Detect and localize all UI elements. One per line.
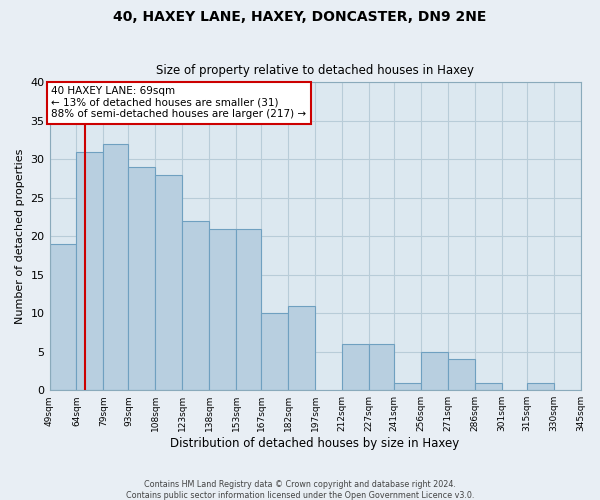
Bar (209, 228, 236, 390)
Bar (261, 313, 288, 390)
Bar (76, 152, 103, 390)
Bar (448, 360, 475, 390)
X-axis label: Distribution of detached houses by size in Haxey: Distribution of detached houses by size … (170, 437, 460, 450)
Bar (342, 344, 369, 390)
Bar (155, 174, 182, 390)
Bar (581, 382, 600, 390)
Bar (369, 344, 394, 390)
Bar (50, 244, 76, 390)
Bar (527, 382, 554, 390)
Bar (103, 144, 128, 390)
Bar (288, 306, 315, 390)
Y-axis label: Number of detached properties: Number of detached properties (15, 148, 25, 324)
Bar (128, 167, 155, 390)
Title: Size of property relative to detached houses in Haxey: Size of property relative to detached ho… (156, 64, 474, 77)
Text: Contains HM Land Registry data © Crown copyright and database right 2024.
Contai: Contains HM Land Registry data © Crown c… (126, 480, 474, 500)
Bar (236, 228, 261, 390)
Bar (182, 221, 209, 390)
Bar (394, 382, 421, 390)
Bar (475, 382, 502, 390)
Bar (421, 352, 448, 390)
Text: 40, HAXEY LANE, HAXEY, DONCASTER, DN9 2NE: 40, HAXEY LANE, HAXEY, DONCASTER, DN9 2N… (113, 10, 487, 24)
Text: 40 HAXEY LANE: 69sqm
← 13% of detached houses are smaller (31)
88% of semi-detac: 40 HAXEY LANE: 69sqm ← 13% of detached h… (52, 86, 307, 120)
